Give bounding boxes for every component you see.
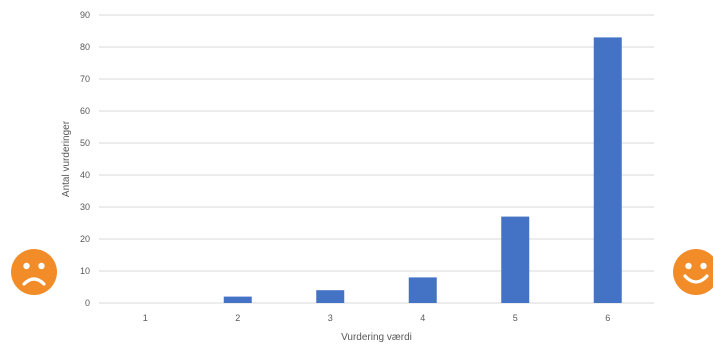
sad-face-icon [11, 249, 57, 295]
gridlines [99, 14, 654, 304]
x-tick-label: 5 [513, 313, 518, 323]
x-tick-label: 2 [235, 313, 240, 323]
y-tick-label: 20 [80, 234, 90, 244]
bar [501, 216, 530, 303]
x-tick-label: 3 [328, 313, 333, 323]
x-axis-title: Vurdering værdi [341, 332, 412, 343]
x-tick-label: 4 [420, 313, 425, 323]
bar [593, 37, 622, 304]
y-tick-label: 90 [80, 10, 90, 20]
y-tick-label: 60 [80, 106, 90, 116]
x-tick-label: 6 [605, 313, 610, 323]
x-tick-label: 1 [143, 313, 148, 323]
bar [408, 277, 437, 303]
bars [223, 37, 622, 304]
x-tick-labels: 1 2 3 4 5 6 [143, 313, 611, 323]
y-tick-label: 40 [80, 170, 90, 180]
happy-face-icon [673, 249, 713, 295]
y-tick-label: 70 [80, 74, 90, 84]
y-tick-label: 0 [85, 298, 90, 308]
y-tick-label: 80 [80, 42, 90, 52]
y-tick-label: 30 [80, 202, 90, 212]
bar [316, 290, 345, 303]
y-axis-title: Antal vurderinger [61, 120, 72, 197]
y-tick-label: 50 [80, 138, 90, 148]
y-tick-label: 10 [80, 266, 90, 276]
bar [223, 296, 252, 303]
y-tick-labels: 0 10 20 30 40 50 60 70 80 90 [80, 10, 90, 308]
